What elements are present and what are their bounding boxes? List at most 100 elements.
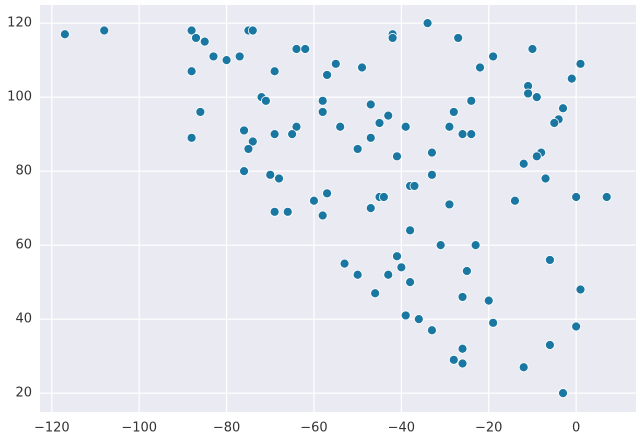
point (330, 58, 341, 69)
point (518, 362, 529, 373)
y-tick-label: 80 (15, 164, 32, 179)
point (427, 325, 437, 336)
point (549, 118, 560, 128)
point (269, 206, 280, 217)
point (317, 95, 328, 106)
point (435, 240, 446, 251)
point (571, 321, 582, 332)
point (387, 33, 398, 43)
point (575, 58, 586, 69)
point (457, 292, 468, 302)
point (186, 132, 197, 143)
point (339, 258, 350, 269)
point (558, 388, 568, 399)
point (282, 206, 293, 217)
point (444, 121, 455, 132)
point (352, 144, 363, 154)
point (427, 147, 437, 158)
point (239, 166, 249, 177)
point (309, 195, 319, 206)
point (99, 25, 110, 36)
y-tick-label: 40 (15, 312, 32, 327)
point (448, 107, 459, 117)
point (60, 29, 70, 40)
point (523, 88, 533, 99)
point (466, 95, 477, 106)
point (453, 33, 464, 43)
point (357, 62, 367, 73)
x-tick-label: −120 (34, 421, 70, 436)
point (518, 158, 529, 169)
point (457, 358, 468, 369)
point (575, 284, 586, 295)
point (265, 169, 276, 180)
point (243, 144, 254, 154)
point (409, 181, 420, 191)
point (365, 132, 376, 143)
point (427, 169, 437, 180)
point (191, 33, 201, 43)
point (322, 188, 332, 199)
point (457, 343, 468, 354)
point (488, 51, 499, 62)
point (566, 73, 577, 84)
point (462, 266, 472, 276)
point (405, 277, 415, 288)
y-tick-label: 20 (15, 386, 32, 401)
point (322, 70, 332, 80)
x-tick-label: −60 (300, 421, 327, 436)
point (195, 107, 206, 117)
x-tick-label: −100 (121, 421, 157, 436)
x-tick-label: 0 (572, 421, 580, 436)
point (457, 129, 468, 140)
point (444, 199, 455, 210)
point (370, 288, 381, 299)
point (545, 340, 555, 350)
point (475, 62, 485, 73)
x-tick-label: −80 (213, 421, 240, 436)
point (300, 44, 311, 54)
point (396, 262, 407, 273)
point (269, 66, 280, 77)
y-tick-label: 120 (7, 16, 32, 31)
point (186, 25, 197, 36)
point (413, 314, 424, 325)
point (527, 44, 538, 54)
point (378, 192, 389, 202)
point (291, 121, 302, 132)
point (540, 173, 551, 184)
point (483, 295, 494, 306)
point (531, 151, 542, 162)
y-tick-label: 60 (15, 238, 32, 253)
point (365, 99, 376, 110)
point (422, 18, 433, 29)
point (247, 136, 258, 147)
point (274, 173, 284, 184)
point (317, 210, 328, 221)
point (488, 317, 499, 328)
point (269, 129, 280, 140)
point (208, 51, 219, 62)
point (571, 192, 582, 202)
point (400, 121, 411, 132)
x-tick-label: −20 (475, 421, 502, 436)
point (247, 25, 258, 36)
point (199, 36, 210, 47)
y-tick-label: 100 (7, 90, 32, 105)
point (545, 255, 555, 265)
point (317, 107, 328, 117)
point (287, 129, 298, 140)
point (601, 192, 612, 202)
point (392, 151, 402, 162)
point (383, 110, 394, 121)
point (383, 269, 394, 280)
point (558, 103, 568, 114)
point (221, 55, 232, 66)
point (291, 44, 302, 54)
point (392, 251, 402, 262)
point (186, 66, 197, 77)
point (261, 95, 271, 106)
point (234, 51, 245, 62)
point (470, 240, 481, 251)
